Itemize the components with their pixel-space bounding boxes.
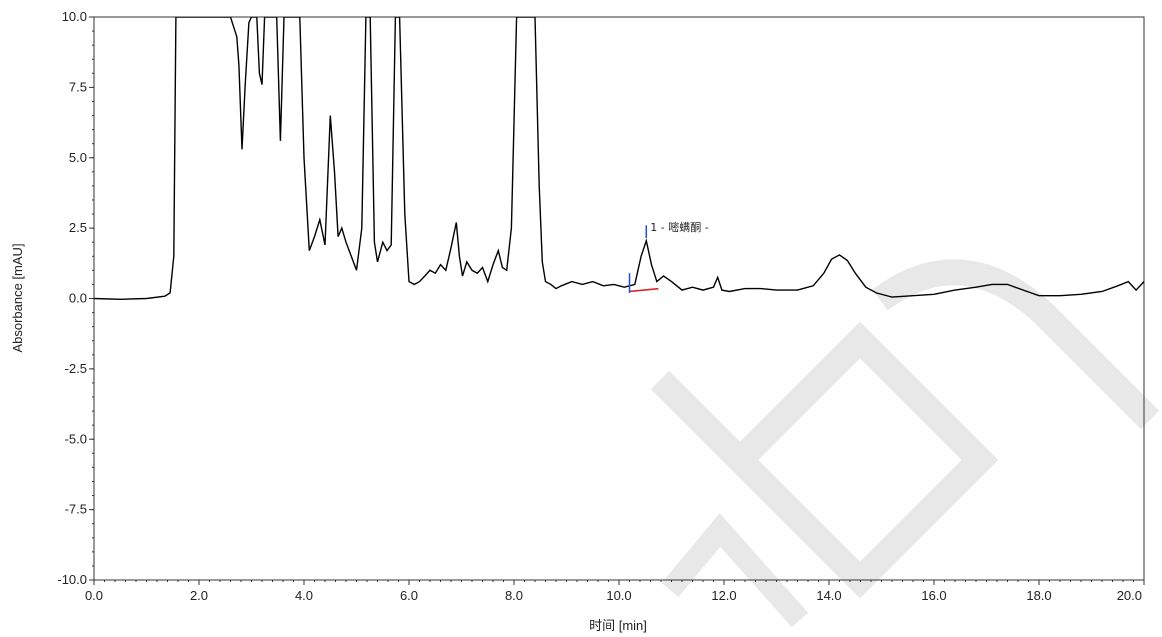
y-tick-label: 7.5 (69, 79, 87, 94)
y-tick-label: 0.0 (69, 291, 87, 306)
x-tick-label: 2.0 (190, 588, 208, 603)
x-axis: 0.0 2.0 4.0 6.0 8.0 10.0 12.0 14.0 16.0 18.0 20.0 (85, 580, 1145, 603)
y-tick-label: 2.5 (69, 220, 87, 235)
integration-baseline (629, 287, 659, 293)
x-tick-label: 16.0 (921, 588, 946, 603)
y-tick-label: -5.0 (65, 431, 87, 446)
x-tick-label: 6.0 (400, 588, 418, 603)
x-tick-label: 20.0 (1117, 588, 1142, 603)
x-tick-label: 18.0 (1026, 588, 1051, 603)
x-tick-label: 12.0 (711, 588, 736, 603)
plot-area-frame (93, 16, 1145, 581)
y-tick-label: -7.5 (65, 502, 87, 517)
series-line-0 (94, 17, 1144, 301)
x-tick-label: 4.0 (295, 588, 313, 603)
peak-annotation: 1 - 嘧螨酮 - (650, 220, 708, 234)
y-axis: 10.0 7.5 5.0 2.5 0.0 -2.5 -5.0 -7.5 -10.0 (57, 9, 94, 587)
x-tick-label: 0.0 (85, 588, 103, 603)
x-tick-label: 14.0 (816, 588, 841, 603)
y-tick-label: -2.5 (65, 361, 87, 376)
watermark-logo (650, 259, 1160, 628)
x-axis-title: 时间 [min] (589, 618, 647, 633)
x-tick-label: 8.0 (505, 588, 523, 603)
y-tick-label: 10.0 (62, 9, 87, 24)
x-tick-label: 10.0 (606, 588, 631, 603)
y-tick-label: -10.0 (57, 572, 87, 587)
plot-content (94, 17, 1144, 301)
y-axis-title: Absorbance [mAU] (10, 243, 25, 352)
y-tick-label: 5.0 (69, 150, 87, 165)
